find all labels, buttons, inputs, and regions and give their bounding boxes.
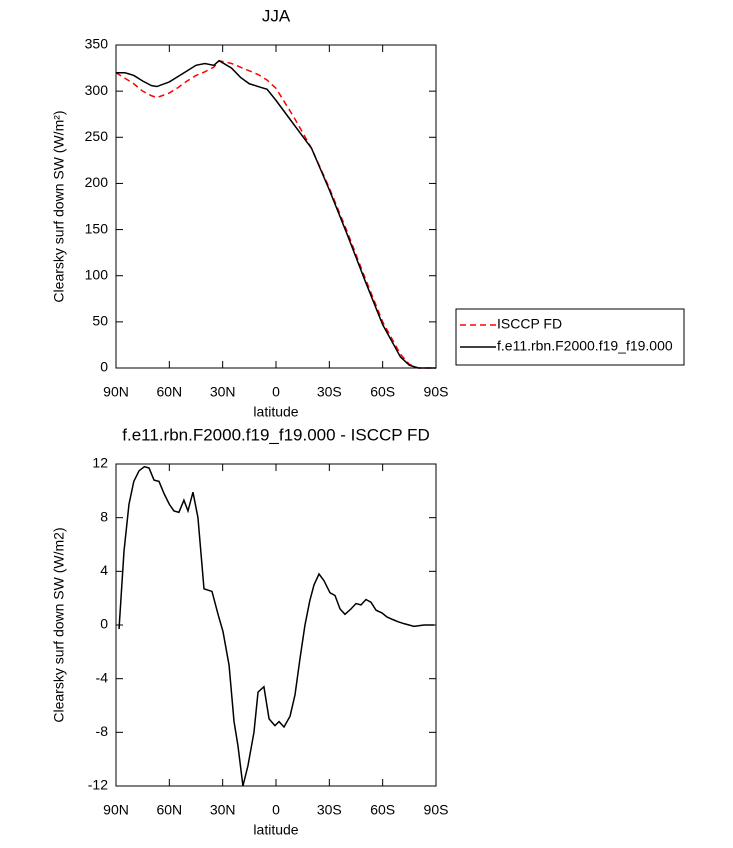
x-tick-label: 60N — [156, 384, 182, 400]
legend-box — [455, 308, 685, 366]
y-tick-label: 50 — [92, 313, 108, 329]
x-axis-label: latitude — [253, 404, 298, 420]
y-tick-label: 8 — [100, 508, 108, 524]
x-tick-label: 30S — [317, 802, 342, 818]
x-tick-label: 60N — [156, 802, 182, 818]
legend-label: f.e11.rbn.F2000.f19_f19.000 — [497, 338, 673, 354]
x-tick-label: 90N — [103, 384, 129, 400]
x-tick-label: 60S — [370, 802, 395, 818]
y-tick-label: 250 — [85, 128, 109, 144]
chart-title: JJA — [262, 6, 291, 25]
y-tick-label: -4 — [96, 669, 109, 685]
legend-label: ISCCP FD — [497, 316, 562, 332]
y-tick-label: 4 — [100, 562, 108, 578]
x-tick-label: 30N — [210, 384, 236, 400]
x-tick-label: 60S — [370, 384, 395, 400]
y-tick-label: 0 — [100, 359, 108, 375]
x-tick-label: 30N — [210, 802, 236, 818]
x-tick-label: 0 — [272, 802, 280, 818]
y-tick-label: 12 — [92, 455, 108, 471]
y-axis-label: Clearsky surf down SW (W/m²) — [51, 110, 67, 302]
y-tick-label: -12 — [88, 777, 108, 793]
y-tick-label: 150 — [85, 220, 109, 236]
data-line — [118, 465, 435, 787]
x-tick-label: 90N — [103, 802, 129, 818]
data-line — [116, 59, 436, 369]
y-tick-label: 200 — [85, 174, 109, 190]
x-tick-label: 30S — [317, 384, 342, 400]
x-axis-label: latitude — [253, 822, 298, 838]
y-tick-label: 350 — [85, 36, 109, 52]
y-tick-label: 100 — [85, 266, 109, 282]
y-tick-label: 0 — [100, 616, 108, 632]
plot-frame — [115, 44, 437, 369]
x-tick-label: 0 — [272, 384, 280, 400]
y-axis-label: Clearsky surf down SW (W/m2) — [51, 527, 67, 722]
chart-title: f.e11.rbn.F2000.f19_f19.000 - ISCCP FD — [122, 425, 429, 444]
y-tick-label: 300 — [85, 82, 109, 98]
x-tick-label: 90S — [424, 802, 449, 818]
x-tick-label: 90S — [424, 384, 449, 400]
data-line — [115, 59, 436, 369]
y-tick-label: -8 — [96, 723, 109, 739]
plot-frame — [115, 463, 437, 787]
